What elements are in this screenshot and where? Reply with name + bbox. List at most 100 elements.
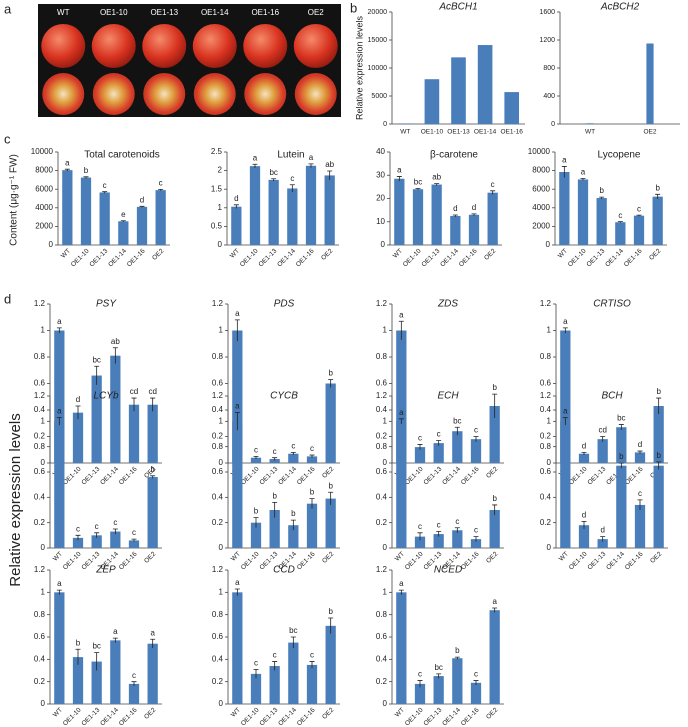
y-tick-label: 0.6 [212, 379, 224, 388]
significance-letter: c [254, 658, 258, 667]
x-tick-label: OE1-14 [99, 706, 120, 727]
y-tick-label: 0 [381, 240, 386, 249]
y-tick-label: 0.6 [376, 379, 388, 388]
y-tick-label: 6000 [532, 184, 550, 193]
x-tick-label: OE1-16 [295, 247, 316, 268]
error-bar [253, 668, 259, 679]
y-tick-label: 1.2 [540, 299, 552, 308]
bar-chart: β-carotene 0 10 20 30 40 a WT bc OE1-10 ab OE1-13 d O… [376, 147, 502, 268]
x-tick-label: OE2 [151, 247, 165, 261]
bar [72, 537, 84, 548]
bar [597, 539, 608, 548]
bar [560, 330, 571, 463]
bar [268, 179, 279, 245]
bar [646, 43, 654, 124]
significance-letter: bc [453, 416, 461, 425]
significance-letter: b [656, 387, 661, 396]
significance-letter: c [474, 526, 478, 535]
significance-letter: c [418, 522, 422, 531]
y-tick-label: 0 [383, 121, 387, 128]
significance-letter: c [310, 444, 314, 453]
y-tick-label: 1 [41, 326, 46, 335]
y-tick-label: 0 [219, 458, 224, 467]
x-tick-label: OE1-14 [99, 465, 120, 486]
bar [578, 525, 590, 548]
significance-letter: c [254, 445, 258, 454]
y-tick-label: 0 [41, 699, 46, 708]
bar [634, 504, 646, 548]
error-bar [655, 193, 661, 199]
x-tick-label: OE1-16 [624, 465, 645, 486]
y-tick-label: 1 [383, 326, 388, 335]
significance-letter: c [637, 204, 641, 213]
error-bar [436, 673, 442, 679]
y-tick-label: 0.4 [540, 405, 552, 414]
error-bar [308, 163, 314, 168]
significance-letter: b [272, 492, 277, 501]
y-tick-label: 0.2 [34, 432, 46, 441]
x-tick-label: OE1-10 [568, 465, 589, 486]
bar [578, 453, 590, 463]
y-tick-label: 1.2 [34, 391, 46, 400]
x-tick-label: OE1-10 [62, 465, 83, 486]
chart-title: ZDS [437, 299, 458, 310]
chart-title: NCED [434, 565, 462, 576]
error-bar [473, 536, 479, 542]
error-bar [599, 196, 605, 199]
x-tick-label: OE1-14 [474, 129, 497, 136]
x-tick-label: OE2 [321, 465, 335, 479]
bar [396, 592, 407, 704]
error-bar [131, 538, 137, 542]
significance-letter: a [399, 408, 404, 417]
bar [468, 214, 480, 245]
y-tick-label: 0 [383, 699, 388, 708]
x-tick-label: WT [557, 248, 569, 260]
y-tick-label: 1200 [539, 37, 555, 44]
error-bar [120, 220, 126, 222]
y-tick-label: 0.8 [212, 442, 224, 451]
bar [397, 123, 413, 124]
significance-letter: c [273, 651, 277, 660]
x-tick-label: OE1-13 [259, 465, 280, 486]
x-tick-label: OE1-13 [447, 129, 470, 136]
x-tick-label: OE2 [485, 465, 499, 479]
error-bar [618, 424, 624, 430]
x-tick-label: OE2 [648, 247, 662, 261]
bar-chart: BCH00.20.40.60.811.2aWTdOE1-10dOE1-13bOE… [540, 391, 668, 571]
x-tick-label: WT [558, 551, 570, 563]
y-tick-label: 0.4 [376, 405, 388, 414]
error-bar [309, 454, 315, 458]
x-tick-label: OE1-16 [458, 247, 479, 268]
x-tick-label: OE1-13 [587, 550, 608, 571]
y-tick-label: 0 [219, 699, 224, 708]
y-tick-label: 8000 [532, 166, 550, 175]
y-axis-label: Relative expression levels [7, 413, 24, 586]
bar [396, 421, 407, 548]
bar [396, 330, 407, 463]
error-bar [56, 327, 62, 334]
error-bar [112, 528, 118, 535]
bar [414, 536, 426, 548]
error-bar [492, 504, 498, 516]
significance-letter: a [562, 156, 567, 165]
significance-letter: a [309, 153, 314, 162]
photo-label: WT [57, 8, 70, 17]
bar [80, 177, 92, 245]
error-bar [328, 617, 334, 634]
error-bar [454, 656, 460, 660]
y-tick-label: 1.2 [212, 565, 224, 574]
chart-title: BCH [601, 391, 623, 402]
fruit-photo: WT OE1-10 OE1-13 OE1-14 OE1-16 OE2 [38, 4, 341, 117]
x-tick-label: OE1-10 [70, 247, 91, 268]
y-tick-label: 0.8 [34, 610, 46, 619]
significance-letter: b [254, 507, 259, 516]
error-bar [434, 183, 440, 186]
error-bar [562, 327, 568, 334]
y-tick-label: 0.6 [34, 467, 46, 476]
x-tick-label: OE1-16 [460, 465, 481, 486]
x-tick-label: OE2 [143, 550, 157, 564]
x-tick-label: WT [52, 551, 64, 563]
x-tick-label: OE2 [485, 706, 499, 720]
chart-title: AcBCH2 [600, 2, 640, 13]
bar [470, 682, 482, 704]
